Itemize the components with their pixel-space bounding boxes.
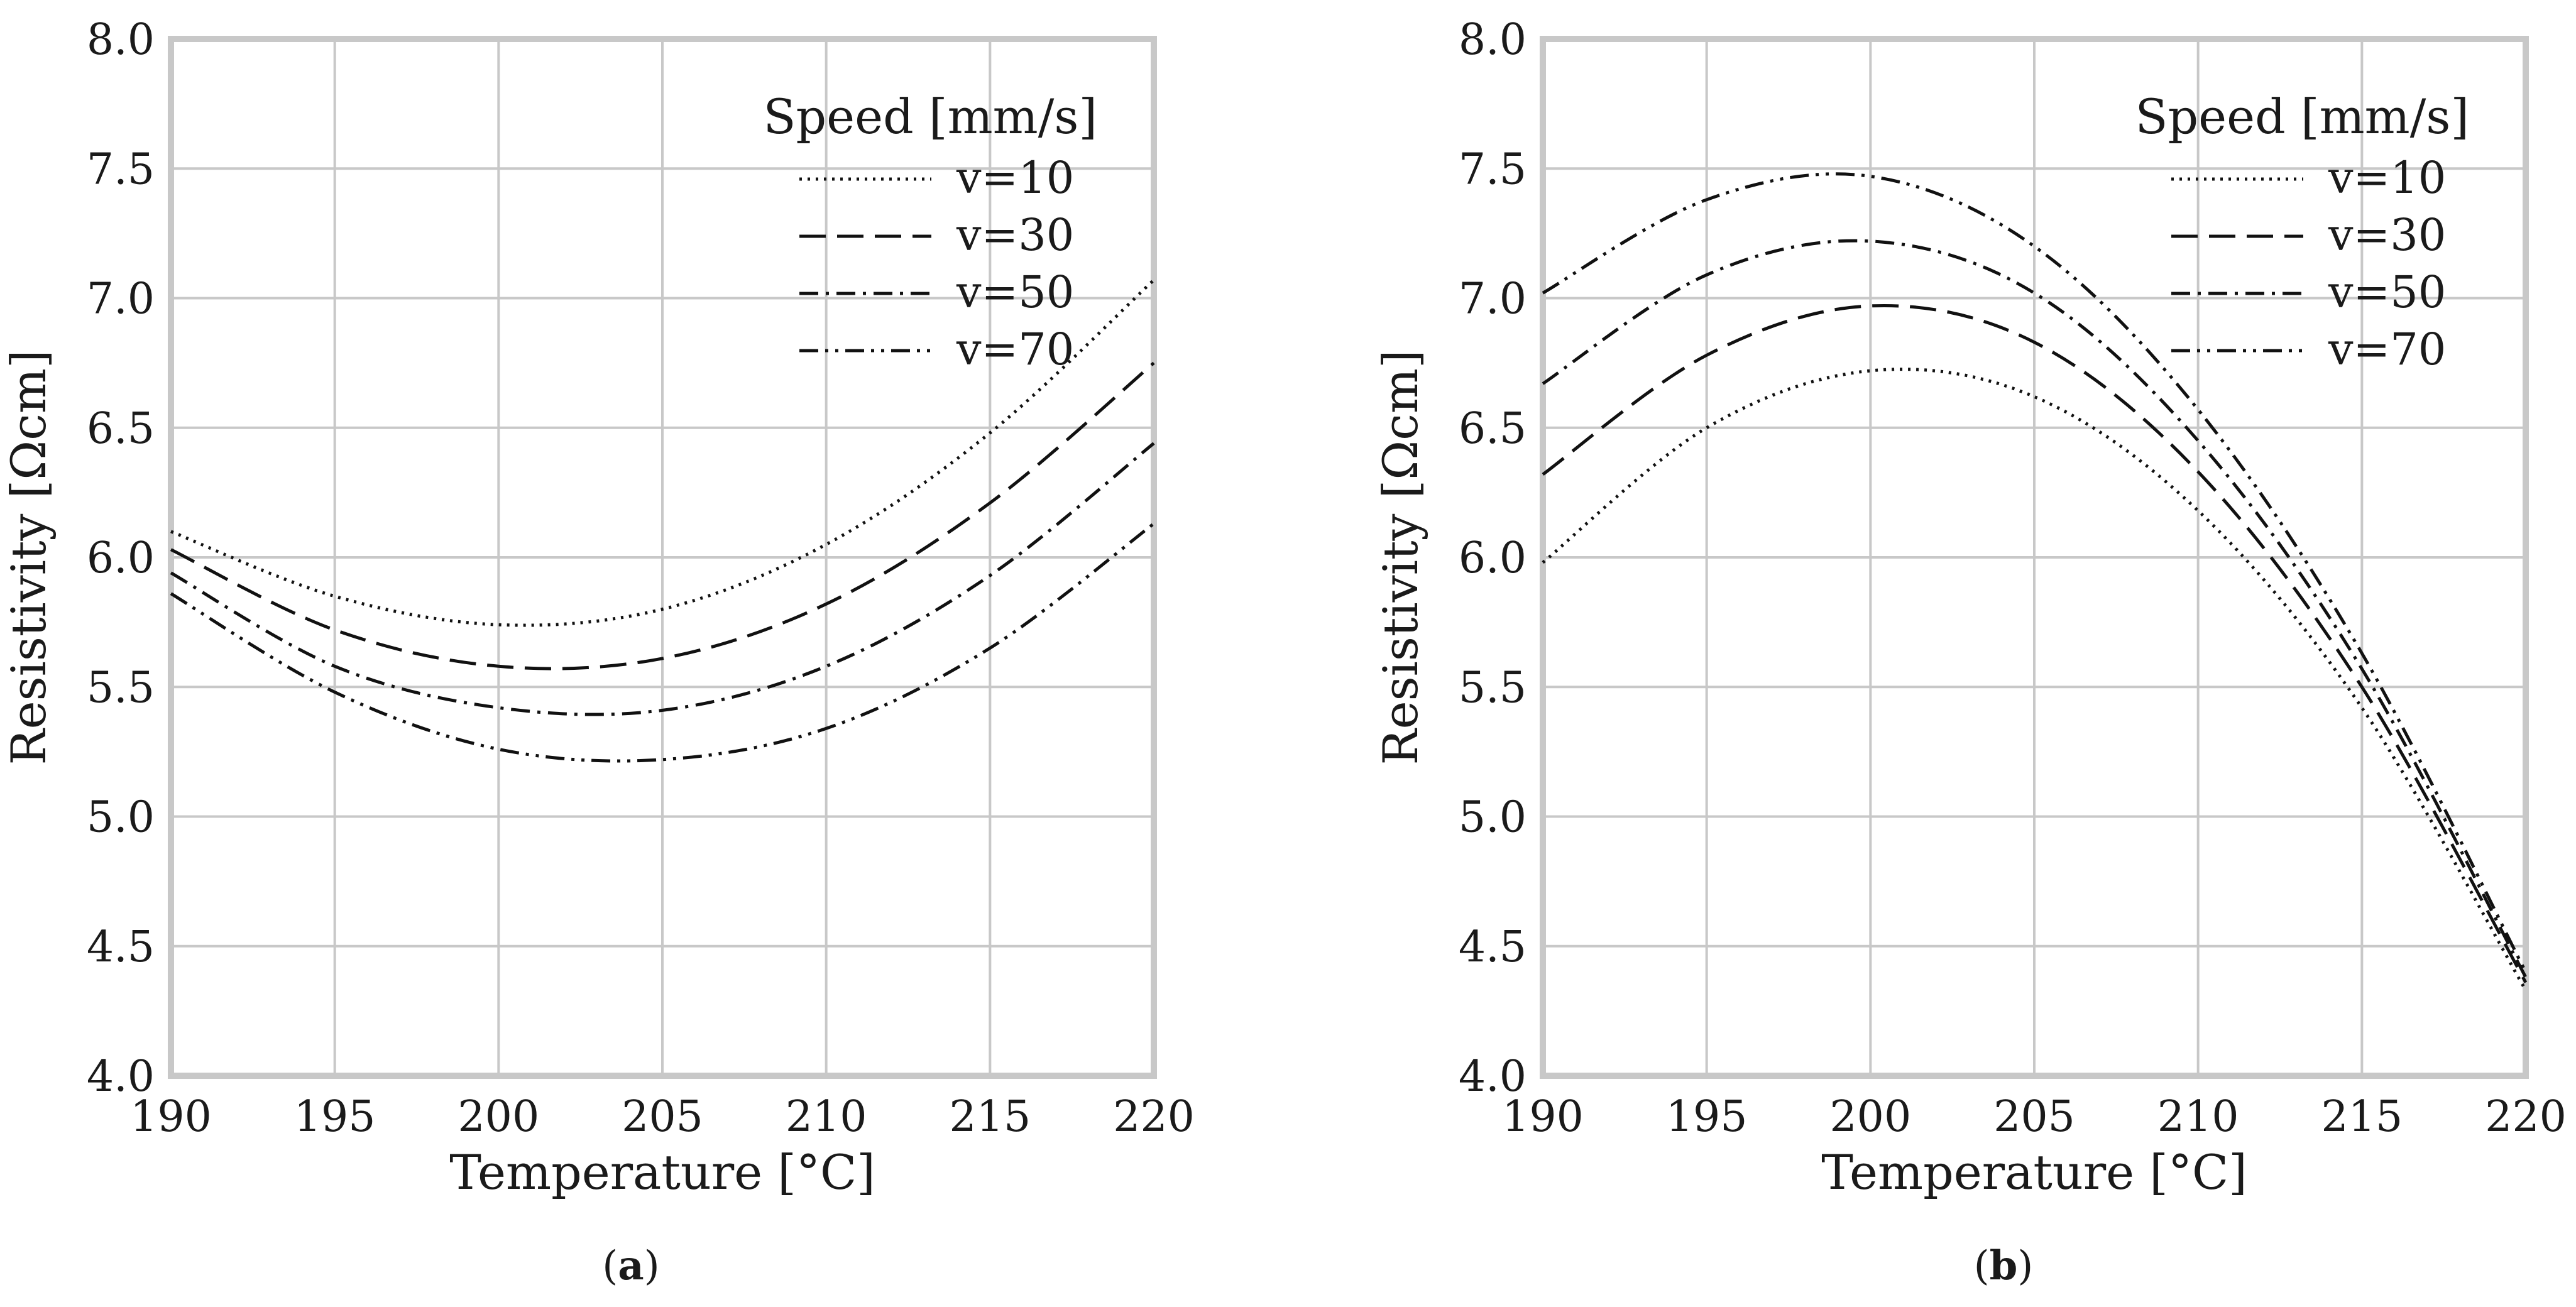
series-line-v70 xyxy=(170,522,1155,763)
plot-frame xyxy=(1540,36,2529,1079)
caption-letter: a xyxy=(618,1242,644,1289)
series-line-v10 xyxy=(1542,368,2528,992)
y-axis-label: Resistivity [Ωcm] xyxy=(1,349,57,765)
series-line-v30 xyxy=(1542,304,2528,983)
x-tick-label: 215 xyxy=(949,1092,1031,1142)
legend: Speed [mm/s] v=10v=30v=50 v=70 xyxy=(2135,89,2469,375)
x-tick-label: 200 xyxy=(458,1092,539,1142)
y-axis-label: Resistivity [Ωcm] xyxy=(1373,349,1428,765)
legend-entry: v=70 xyxy=(2328,324,2446,375)
x-tick-label: 210 xyxy=(786,1092,867,1142)
x-tick-label: 205 xyxy=(1993,1092,2075,1142)
y-tick-label: 5.5 xyxy=(87,663,155,713)
y-tick-label: 6.5 xyxy=(87,404,155,454)
legend-entry: v=50 xyxy=(956,266,1074,318)
y-tick-label: 8.0 xyxy=(87,15,155,65)
series-line-v30 xyxy=(170,361,1155,670)
series-line-v70 xyxy=(1542,172,2528,973)
series-line-v50 xyxy=(170,442,1155,716)
y-tick-label: 7.5 xyxy=(87,145,155,194)
x-axis-label: Temperature [°C] xyxy=(449,1144,875,1200)
x-tick-label: 210 xyxy=(2157,1092,2239,1142)
legend-title: Speed [mm/s] xyxy=(2135,89,2469,145)
chart-panel-b: 190 195 200 205 210 215 220 4.0 4.5 5.0 5.5 6.0 6.5 7… xyxy=(1373,15,2567,1289)
chart-panel-a: 190 195 200 205 210 215 220 4.0 4.5 5.0 5.5 6.0 6.5 7… xyxy=(1,15,1195,1289)
x-tick-label: 220 xyxy=(1113,1092,1195,1142)
legend-entry: v=30 xyxy=(2328,209,2446,261)
y-tick-label: 7.0 xyxy=(1459,275,1526,324)
y-tick-label: 5.0 xyxy=(1459,793,1526,843)
series-line-v50 xyxy=(1542,239,2528,978)
plot-frame xyxy=(168,36,1157,1079)
y-tick-label: 4.5 xyxy=(87,922,155,972)
legend-title: Speed [mm/s] xyxy=(763,89,1097,145)
y-tick-label: 8.0 xyxy=(1459,15,1526,65)
legend-entry: v=30 xyxy=(956,209,1074,261)
legend-entry: v=50 xyxy=(2328,266,2446,318)
legend-entry: v=10 xyxy=(2328,152,2446,204)
y-tick-label: 4.0 xyxy=(87,1052,155,1102)
x-axis-label: Temperature [°C] xyxy=(1821,1144,2247,1200)
y-tick-label: 4.0 xyxy=(1459,1052,1526,1102)
y-tick-label: 6.5 xyxy=(1459,404,1526,454)
y-tick-label: 7.5 xyxy=(1459,145,1526,194)
x-tick-label: 220 xyxy=(2485,1092,2567,1142)
x-tick-label: 190 xyxy=(1502,1092,1584,1142)
x-tick-label: 190 xyxy=(130,1092,212,1142)
panel-caption: (a) xyxy=(602,1242,659,1289)
y-tick-label: 7.0 xyxy=(87,275,155,324)
legend-entry: v=10 xyxy=(956,152,1074,204)
x-tick-label: 215 xyxy=(2321,1092,2403,1142)
panel-caption: (b) xyxy=(1974,1242,2034,1289)
y-tick-label: 6.0 xyxy=(87,533,155,583)
x-tick-label: 195 xyxy=(294,1092,376,1142)
legend: Speed [mm/s] v=10v=30v=50 v=70 xyxy=(763,89,1097,375)
x-tick-label: 205 xyxy=(622,1092,703,1142)
y-tick-label: 5.5 xyxy=(1459,663,1526,713)
legend-entry: v=70 xyxy=(956,324,1074,375)
caption-letter: b xyxy=(1990,1242,2018,1289)
y-tick-label: 4.5 xyxy=(1459,922,1526,972)
x-tick-label: 195 xyxy=(1666,1092,1748,1142)
y-tick-label: 5.0 xyxy=(87,793,155,843)
x-tick-label: 200 xyxy=(1829,1092,1911,1142)
y-tick-label: 6.0 xyxy=(1459,533,1526,583)
